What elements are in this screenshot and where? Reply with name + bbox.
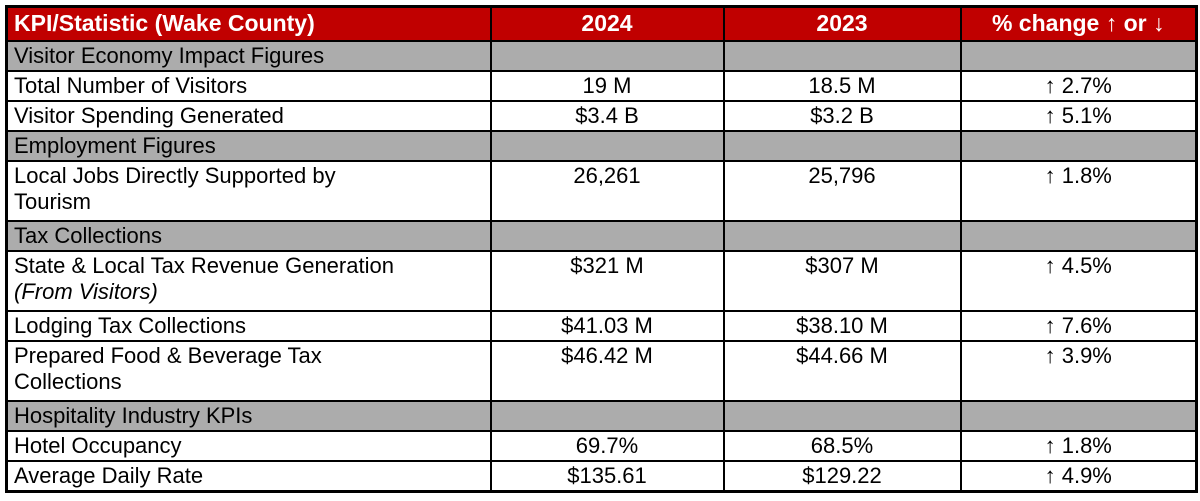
empty-cell <box>959 399 1198 432</box>
empty-cell <box>959 219 1198 252</box>
section-row: Employment Figures <box>5 129 1198 162</box>
section-label: Visitor Economy Impact Figures <box>5 39 492 72</box>
empty-cell <box>489 219 725 252</box>
row-label-line: (From Visitors) <box>14 278 158 304</box>
empty-cell <box>722 129 962 162</box>
row-label-line: State & Local Tax Revenue Generation <box>14 252 394 278</box>
row-label-line: Visitor Spending Generated <box>14 102 284 128</box>
row-label: Visitor Spending Generated <box>5 99 492 132</box>
row-label: Local Jobs Directly Supported by Tourism <box>5 159 492 222</box>
section-label: Hospitality Industry KPIs <box>5 399 492 432</box>
value-2023: 68.5% <box>722 429 962 462</box>
row-label-line: Hospitality Industry KPIs <box>14 402 253 428</box>
row-label: Lodging Tax Collections <box>5 309 492 342</box>
row-label-line: Average Daily Rate <box>14 462 204 488</box>
table-row: Visitor Spending Generated $3.4 B $3.2 B ↑ … <box>5 99 1198 132</box>
kpi-table: KPI/Statistic (Wake County) 2024 2023 % … <box>5 5 1198 493</box>
header-cell-kpi: KPI/Statistic (Wake County) <box>5 5 492 42</box>
value-2024: 19 M <box>489 69 725 102</box>
header-cell-2024: 2024 <box>489 5 725 42</box>
value-2023: $129.22 <box>722 459 962 492</box>
section-row: Hospitality Industry KPIs <box>5 399 1198 432</box>
row-label: Prepared Food & Beverage Tax Collections <box>5 339 492 402</box>
value-change: ↑ 7.6% <box>959 309 1198 342</box>
row-label: State & Local Tax Revenue Generation (Fro… <box>5 249 492 312</box>
row-label: Average Daily Rate <box>5 459 492 492</box>
value-2024: $46.42 M <box>489 339 725 402</box>
value-change: ↑ 4.9% <box>959 459 1198 492</box>
value-2023: $307 M <box>722 249 962 312</box>
empty-cell <box>722 399 962 432</box>
table-body: Visitor Economy Impact Figures Total Numb… <box>5 39 1198 492</box>
section-label: Employment Figures <box>5 129 492 162</box>
row-label-line: Local Jobs Directly Supported by <box>14 162 336 188</box>
row-label-line: Total Number of Visitors <box>14 72 248 98</box>
value-2024: $321 M <box>489 249 725 312</box>
row-label: Total Number of Visitors <box>5 69 492 102</box>
table-row: Local Jobs Directly Supported by Tourism 2… <box>5 159 1198 222</box>
table-row: Hotel Occupancy 69.7% 68.5% ↑ 1.8% <box>5 429 1198 462</box>
empty-cell <box>489 399 725 432</box>
section-label: Tax Collections <box>5 219 492 252</box>
empty-cell <box>489 39 725 72</box>
value-2024: 26,261 <box>489 159 725 222</box>
value-change: ↑ 3.9% <box>959 339 1198 402</box>
row-label-line: Tax Collections <box>14 222 162 248</box>
table-row: Lodging Tax Collections $41.03 M $38.10 M ↑… <box>5 309 1198 342</box>
row-label-line: Hotel Occupancy <box>14 432 182 458</box>
empty-cell <box>722 219 962 252</box>
empty-cell <box>722 39 962 72</box>
value-2023: $3.2 B <box>722 99 962 132</box>
table-row: Total Number of Visitors 19 M 18.5 M ↑ 2.7% <box>5 69 1198 102</box>
value-2023: $44.66 M <box>722 339 962 402</box>
value-2024: $135.61 <box>489 459 725 492</box>
value-2024: $3.4 B <box>489 99 725 132</box>
value-2024: $41.03 M <box>489 309 725 342</box>
value-2023: $38.10 M <box>722 309 962 342</box>
value-2024: 69.7% <box>489 429 725 462</box>
row-label-line: Tourism <box>14 188 92 214</box>
row-label-line: Collections <box>14 368 122 394</box>
row-label: Hotel Occupancy <box>5 429 492 462</box>
table-header-row: KPI/Statistic (Wake County) 2024 2023 % … <box>5 5 1198 42</box>
empty-cell <box>489 129 725 162</box>
value-change: ↑ 1.8% <box>959 429 1198 462</box>
value-change: ↑ 1.8% <box>959 159 1198 222</box>
section-row: Visitor Economy Impact Figures <box>5 39 1198 72</box>
value-2023: 25,796 <box>722 159 962 222</box>
value-change: ↑ 5.1% <box>959 99 1198 132</box>
empty-cell <box>959 129 1198 162</box>
section-row: Tax Collections <box>5 219 1198 252</box>
value-change: ↑ 2.7% <box>959 69 1198 102</box>
value-2023: 18.5 M <box>722 69 962 102</box>
header-cell-2023: 2023 <box>722 5 962 42</box>
table-row: State & Local Tax Revenue Generation (Fro… <box>5 249 1198 312</box>
table-row: Prepared Food & Beverage Tax Collections $… <box>5 339 1198 402</box>
row-label-line: Prepared Food & Beverage Tax <box>14 342 322 368</box>
value-change: ↑ 4.5% <box>959 249 1198 312</box>
row-label-line: Employment Figures <box>14 132 216 158</box>
table-row: Average Daily Rate $135.61 $129.22 ↑ 4.9% <box>5 459 1198 492</box>
row-label-line: Lodging Tax Collections <box>14 312 246 338</box>
row-label-line: Visitor Economy Impact Figures <box>14 42 325 68</box>
header-cell-change: % change ↑ or ↓ <box>959 5 1198 42</box>
empty-cell <box>959 39 1198 72</box>
